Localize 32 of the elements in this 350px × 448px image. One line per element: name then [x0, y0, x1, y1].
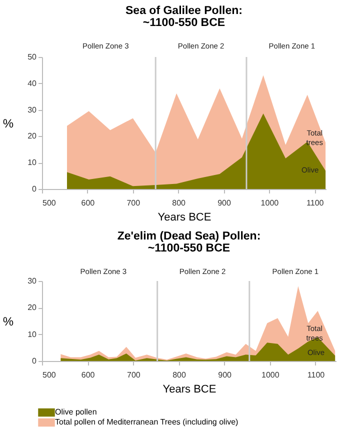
x-tick-label: 700 [126, 370, 141, 380]
x-tick-label: 800 [172, 370, 186, 380]
legend-label: Olive pollen [55, 408, 97, 416]
y-tick-label: 30 [28, 276, 38, 286]
x-tick-label: 700 [126, 198, 141, 208]
y-tick-label: 20 [28, 132, 38, 141]
y-tick-label: 10 [28, 158, 38, 168]
y-tick-label: 0 [32, 356, 38, 366]
y-tick-label: 20 [28, 303, 38, 312]
y-axis-title: % [2, 314, 14, 328]
y-tick-label: 0 [32, 184, 38, 194]
x-tick-label: 600 [81, 370, 96, 380]
x-tick-label: 500 [42, 370, 56, 380]
x-axis-title: Years BCE [162, 384, 216, 396]
x-tick-label: 1000 [262, 370, 280, 380]
x-tick-label: 600 [81, 198, 96, 208]
x-tick-label: 900 [218, 198, 232, 208]
legend-label: Total pollen of Mediterranean Trees (including olive) [55, 418, 239, 426]
x-tick-label: 1100 [307, 370, 326, 380]
x-tick-label: 1100 [306, 198, 324, 208]
x-tick-label: 1000 [260, 198, 280, 208]
y-tick-label: 30 [28, 105, 38, 114]
x-axis-title: Years BCE [158, 212, 212, 224]
x-tick-label: 900 [218, 370, 232, 380]
x-tick-label: 800 [172, 198, 186, 208]
chart-title: Sea of Galilee Pollen: ~1100-550 BCE [126, 4, 242, 29]
y-tick-label: 10 [28, 330, 38, 339]
chart-title: Ze'elim (Dead Sea) Pollen: ~1100-550 BCE [117, 230, 261, 255]
y-tick-label: 50 [28, 52, 38, 62]
x-tick-label: 500 [42, 198, 56, 208]
y-tick-label: 40 [28, 78, 38, 88]
y-axis-title: % [2, 116, 14, 130]
